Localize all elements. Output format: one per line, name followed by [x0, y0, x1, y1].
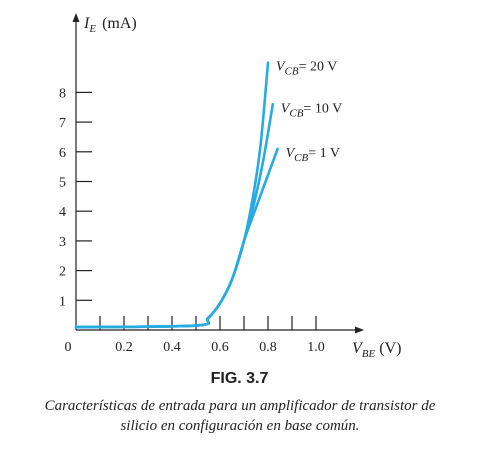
y-tick-label: 8 [59, 86, 66, 101]
y-tick-label: 7 [59, 116, 66, 131]
x-axis-unit: (V) [379, 340, 401, 357]
y-tick-label: 4 [59, 205, 66, 220]
y-axis-subscript: E [88, 23, 96, 35]
figure-caption: Características de entrada para un ampli… [44, 398, 436, 434]
curve-label-subscript: CB [285, 66, 299, 78]
curve-label-symbol: V [286, 146, 296, 161]
y-tick-label: 5 [59, 176, 66, 191]
curve-label-symbol: V [281, 101, 291, 116]
x-axis-subscript: BE [362, 348, 376, 360]
y-tick-label: 3 [59, 235, 66, 250]
x-axis-symbol: V [352, 340, 364, 357]
origin-label: 0 [65, 340, 72, 355]
y-axis-symbol: I [83, 15, 90, 32]
y-tick-label: 2 [59, 265, 66, 280]
curve-label-subscript: CB [294, 152, 308, 164]
x-tick-label: 0.8 [259, 340, 277, 355]
curve-label-value: = 20 V [299, 60, 338, 75]
curve-label-VCB1: VCB= 1 V [286, 146, 340, 164]
y-axis-unit: (mA) [102, 15, 137, 32]
curve-label-value: = 1 V [308, 146, 340, 161]
curve-label-subscript: CB [289, 107, 303, 119]
x-tick-label: 0.6 [211, 340, 229, 355]
curve-VCB1 [74, 147, 279, 329]
x-tick-label: 0.2 [115, 340, 133, 355]
curve-label-VCB20: VCB= 20 V [276, 60, 337, 78]
curve-label-value: = 10 V [303, 101, 342, 116]
y-axis-arrow [72, 13, 80, 22]
curves [74, 61, 279, 329]
y-tick-label: 6 [59, 146, 66, 161]
x-tick-label: 0.4 [163, 340, 181, 355]
x-tick-label: 1.0 [307, 340, 325, 355]
x-axis-label: VBE (V) [352, 340, 401, 360]
y-axis-label: IE (mA) [83, 15, 137, 35]
curve-label-symbol: V [276, 60, 286, 75]
x-axis-arrow [355, 326, 364, 334]
y-ticks: 1 2 3 4 5 6 7 8 [59, 86, 92, 309]
curve-label-VCB10: VCB= 10 V [281, 101, 342, 119]
x-ticks: 0.2 0.4 0.6 0.8 1.0 [99, 316, 325, 355]
curve-VCB20 [74, 61, 270, 329]
figure-label: FIG. 3.7 [210, 370, 269, 387]
y-tick-label: 1 [59, 294, 66, 309]
curve-VCB10 [74, 102, 275, 329]
